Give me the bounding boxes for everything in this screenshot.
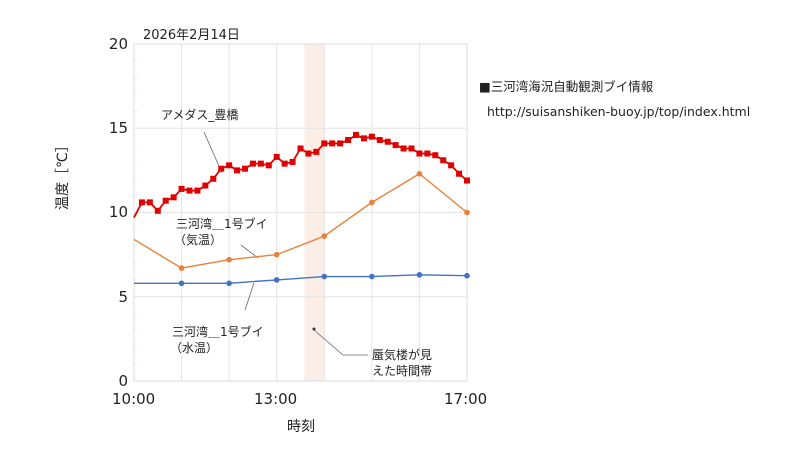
square-marker <box>321 140 328 147</box>
circle-marker <box>226 256 232 263</box>
source-title: ■三河湾海況自動観測ブイ情報 <box>479 79 654 94</box>
square-marker <box>424 150 431 157</box>
square-marker <box>154 207 161 214</box>
square-marker <box>440 157 447 164</box>
source-url-link[interactable]: http://suisanshiken-buoy.jp/top/index.ht… <box>487 104 751 119</box>
circle-marker <box>416 170 423 177</box>
square-marker <box>234 167 241 174</box>
square-marker <box>408 145 415 152</box>
y-axis-title: 温度［℃］ <box>55 138 71 210</box>
square-marker <box>202 182 209 189</box>
square-marker <box>353 131 359 138</box>
circle-marker <box>178 265 185 271</box>
square-marker <box>313 148 320 155</box>
series-1 <box>133 170 470 271</box>
square-marker <box>360 135 367 142</box>
square-marker <box>242 165 248 172</box>
square-marker <box>416 150 423 157</box>
circle-marker <box>369 273 375 280</box>
circle-marker <box>273 251 280 258</box>
annotation-buoy-water-temp: 三河湾＿1号ブイ （水温） <box>170 324 264 356</box>
square-marker <box>376 137 383 144</box>
square-marker <box>345 137 352 144</box>
square-marker <box>257 160 264 167</box>
y-tick-10: 10 <box>108 203 128 221</box>
x-tick-1000: 10:00 <box>112 390 156 408</box>
circle-marker <box>226 280 232 287</box>
annotation-buoy-air-temp: 三河湾＿1号ブイ （気温） <box>174 216 268 248</box>
square-marker <box>400 145 407 152</box>
x-tick-1700: 17:00 <box>444 390 488 408</box>
square-marker <box>464 177 470 184</box>
series-2 <box>134 272 470 287</box>
square-marker <box>305 150 312 157</box>
square-marker <box>138 199 145 206</box>
circle-marker <box>416 272 423 278</box>
annotation-buoy-water-line1: 三河湾＿1号ブイ <box>172 325 264 339</box>
circle-marker <box>369 199 375 206</box>
annotation-mirage-line2: えた時間帯 <box>372 364 433 378</box>
square-marker <box>146 199 153 206</box>
square-marker <box>162 197 169 204</box>
chart-gridlines <box>133 43 468 382</box>
circle-marker <box>321 233 328 239</box>
square-marker <box>210 175 217 182</box>
circle-marker <box>464 272 470 279</box>
square-marker <box>249 160 256 167</box>
square-marker <box>448 162 455 169</box>
leader-buoy-water <box>244 282 255 311</box>
square-marker <box>194 187 201 194</box>
x-axis-title: 時刻 <box>287 419 315 435</box>
square-marker <box>384 138 391 145</box>
y-tick-15: 15 <box>108 119 128 137</box>
circle-marker <box>464 209 470 216</box>
series-0 <box>133 131 470 218</box>
square-marker <box>178 185 185 192</box>
square-marker <box>273 153 280 160</box>
y-tick-20: 20 <box>108 35 128 53</box>
square-marker <box>186 187 193 194</box>
square-marker <box>392 142 399 149</box>
x-tick-1300: 13:00 <box>254 390 298 408</box>
square-marker <box>456 170 463 177</box>
y-tick-5: 5 <box>118 288 128 306</box>
chart-series <box>133 131 470 287</box>
square-marker <box>432 152 439 159</box>
circle-marker <box>273 277 280 283</box>
annotation-amedas-toyohashi: アメダス_豊橋 <box>161 108 239 122</box>
square-marker <box>368 133 375 140</box>
leader-mirage <box>313 329 368 356</box>
square-marker <box>329 140 336 147</box>
annotation-mirage-period: 蜃気楼が見 えた時間帯 <box>372 347 432 379</box>
annotation-mirage-line1: 蜃気楼が見 <box>372 348 433 362</box>
square-marker <box>289 158 296 165</box>
square-marker <box>218 165 225 172</box>
annotation-buoy-air-line1: 三河湾＿1号ブイ <box>176 217 268 231</box>
series-line <box>133 172 468 269</box>
annotation-buoy-air-line2: （気温） <box>174 233 223 247</box>
square-marker <box>297 145 304 152</box>
circle-marker <box>178 280 185 287</box>
y-tick-0: 0 <box>118 372 128 390</box>
square-marker <box>170 194 177 201</box>
square-marker <box>265 162 272 169</box>
annotation-buoy-water-line2: （水温） <box>170 341 219 355</box>
chart-date-title: 2026年2月14日 <box>143 28 240 43</box>
leader-mirage-dot <box>312 327 316 331</box>
leader-buoy-air <box>240 244 259 259</box>
circle-marker <box>321 273 328 280</box>
series-line <box>134 274 468 284</box>
square-marker <box>337 140 344 147</box>
square-marker <box>281 160 288 167</box>
square-marker <box>226 162 233 169</box>
